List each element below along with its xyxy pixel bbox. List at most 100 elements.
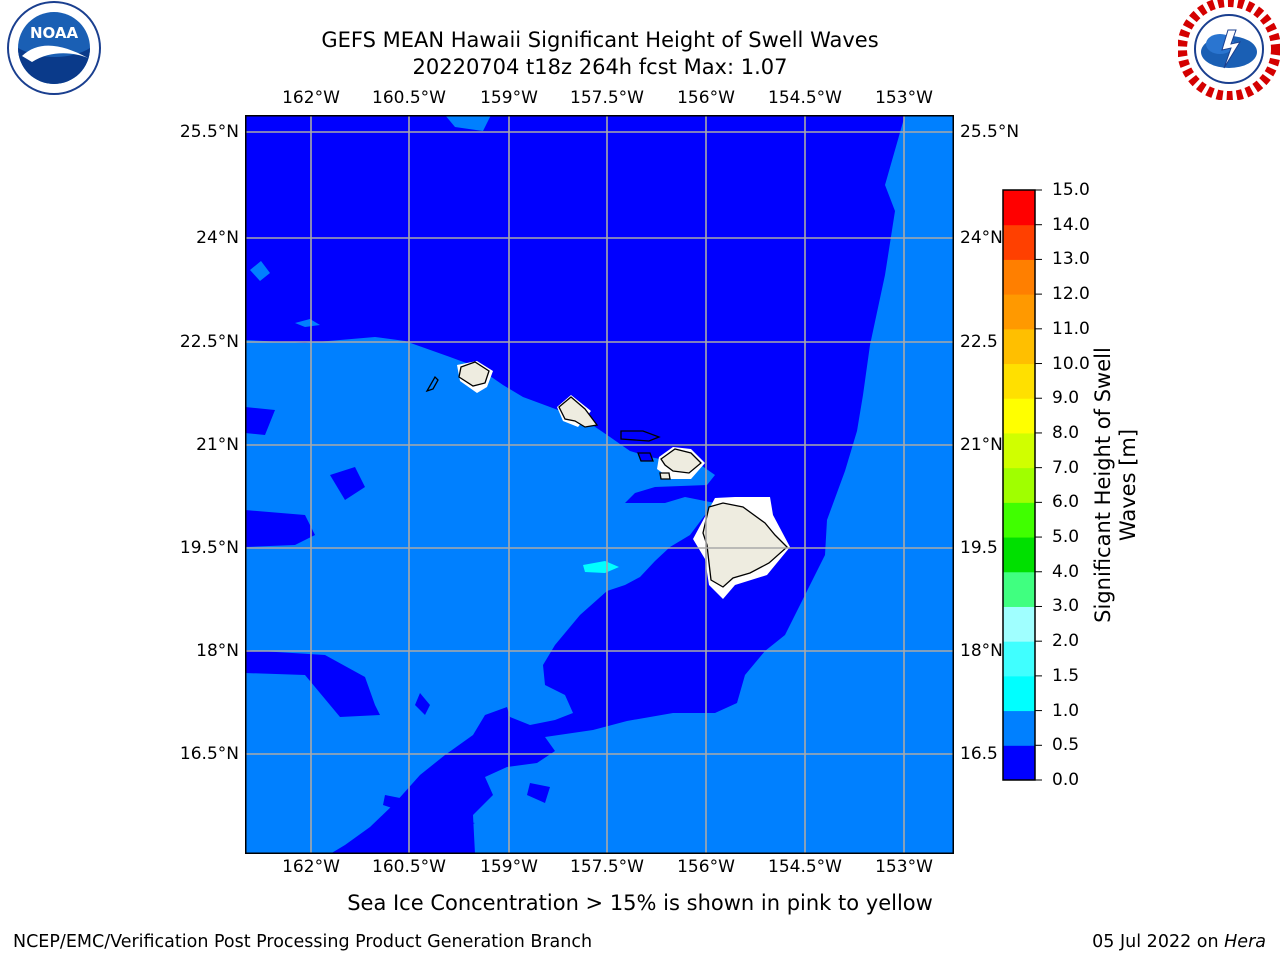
island-kauai — [457, 361, 493, 393]
lon-tick-bottom: 157.5°W — [570, 857, 644, 877]
lat-tick-right: 19.5 — [960, 538, 998, 558]
lon-tick-top: 153°W — [875, 88, 933, 108]
colorbar-segment — [1003, 745, 1035, 781]
graticule — [245, 115, 954, 854]
colorbar-segment — [1003, 328, 1035, 365]
colorbar-segment — [1003, 675, 1035, 712]
colorbar-segment — [1003, 363, 1035, 399]
colorbar-tick-label: 4.0 — [1052, 561, 1080, 582]
colorbar-tick-label: 5.0 — [1052, 527, 1080, 548]
lon-tick-bottom: 154.5°W — [768, 857, 842, 877]
colorbar-segment — [1003, 537, 1035, 573]
colorbar-tick-label: 15.0 — [1052, 180, 1090, 200]
colorbar-segment — [1003, 571, 1035, 607]
colorbar-segment — [1003, 224, 1035, 260]
swell-pocket-5 — [415, 693, 430, 715]
swell-pocket-4 — [245, 650, 380, 717]
colorbar-tick-label: 3.0 — [1052, 596, 1080, 617]
lat-tick-left: 16.5°N — [179, 744, 239, 764]
swell-speck-3 — [445, 115, 491, 131]
lon-tick-top: 157.5°W — [570, 88, 644, 108]
lon-tick-top: 162°W — [282, 88, 340, 108]
lon-tick-bottom: 156°W — [677, 857, 735, 877]
lat-tick-right: 24°N — [960, 228, 1003, 248]
swell-speck-2 — [295, 319, 320, 327]
colorbar-tick-label: 0.5 — [1052, 735, 1080, 756]
swell-pocket-6 — [383, 795, 405, 809]
island-oahu — [557, 395, 599, 428]
swell-pocket-7 — [455, 820, 475, 827]
colorbar-segment — [1003, 606, 1035, 642]
island-lanai — [637, 452, 654, 462]
colorbar-tick-label: 0.0 — [1052, 770, 1080, 790]
colorbar-tick-label: 8.0 — [1052, 422, 1080, 443]
lon-tick-bottom: 160.5°W — [372, 857, 446, 877]
swell-pocket-1 — [245, 407, 275, 435]
colorbar-tick-label: 1.5 — [1052, 665, 1080, 686]
lon-tick-top: 156°W — [677, 88, 735, 108]
lat-tick-left: 21°N — [196, 435, 239, 455]
lon-tick-top: 154.5°W — [768, 88, 842, 108]
lat-tick-left: 18°N — [196, 641, 239, 661]
colorbar-tick-label: 10.0 — [1052, 353, 1090, 374]
colorbar-tick-label: 2.0 — [1052, 631, 1080, 652]
swell-height-map — [245, 115, 954, 854]
lon-tick-top: 160.5°W — [372, 88, 446, 108]
swell-pocket-2 — [330, 467, 365, 500]
colorbar-tick-label: 12.0 — [1052, 284, 1090, 305]
footer-credit: NCEP/EMC/Verification Post Processing Pr… — [13, 932, 593, 952]
island-maui — [657, 447, 705, 479]
swell-field-mid — [473, 115, 954, 854]
colorbar-segment — [1003, 641, 1035, 677]
noaa-logo: NOAA — [7, 1, 101, 95]
map-title: GEFS MEAN Hawaii Significant Height of S… — [321, 28, 879, 52]
footer-date-text: 05 Jul 2022 on — [1092, 932, 1225, 952]
colorbar-segment — [1003, 432, 1035, 469]
colorbar-segment — [1003, 294, 1035, 330]
colorbar-label: Significant Height of Swell Waves [m] — [1091, 347, 1140, 623]
colorbar-segment — [1003, 190, 1035, 226]
swell-pocket-8 — [527, 783, 550, 803]
lat-tick-left: 22.5°N — [179, 332, 239, 352]
colorbar-tick-label: 14.0 — [1052, 214, 1090, 235]
colorbar-segment — [1003, 467, 1035, 503]
lat-tick-left: 25.5°N — [179, 122, 239, 142]
lat-tick-right: 21°N — [960, 435, 1003, 455]
colorbar-segment — [1003, 502, 1035, 538]
lat-tick-right: 16.5 — [960, 744, 998, 764]
colorbar-tick-label: 11.0 — [1052, 318, 1090, 339]
colorbar — [1002, 189, 1042, 781]
lon-tick-bottom: 153°W — [875, 857, 933, 877]
colorbar-frame — [1002, 189, 1036, 781]
colorbar-segment — [1003, 259, 1035, 295]
footer-host: Hera — [1224, 932, 1266, 952]
lat-tick-right: 18°N — [960, 641, 1003, 661]
colorbar-tick-label: 7.0 — [1052, 457, 1080, 478]
map-frame — [245, 115, 954, 854]
colorbar-segment — [1003, 710, 1035, 746]
lat-tick-right: 25.5°N — [960, 122, 1020, 142]
sea-ice-note: Sea Ice Concentration > 15% is shown in … — [347, 891, 933, 915]
colorbar-segment — [1003, 398, 1035, 434]
map-subtitle: 20220704 t18z 264h fcst Max: 1.07 — [412, 55, 788, 79]
colorbar-tick-label: 6.0 — [1052, 492, 1080, 513]
swell-speck-1 — [250, 261, 270, 281]
colorbar-tick-label: 9.0 — [1052, 388, 1080, 409]
lat-tick-left: 19.5°N — [179, 538, 239, 558]
lat-tick-left: 24°N — [196, 228, 239, 248]
swell-field-mid-west — [245, 337, 715, 854]
lon-tick-bottom: 159°W — [480, 857, 538, 877]
island-kahoolawe — [659, 472, 671, 480]
svg-text:NOAA: NOAA — [30, 24, 79, 42]
swell-pocket-3 — [245, 510, 315, 547]
colorbar-tick-label: 1.0 — [1052, 700, 1080, 721]
nws-logo — [1178, 0, 1280, 100]
lon-tick-bottom: 162°W — [282, 857, 340, 877]
island-molokai — [620, 430, 661, 442]
island-niihau — [425, 375, 439, 393]
footer-date: 05 Jul 2022 on Hera — [1092, 932, 1266, 952]
lon-tick-top: 159°W — [480, 88, 538, 108]
swell-peak-cyan — [583, 561, 619, 573]
colorbar-tick-label: 13.0 — [1052, 249, 1090, 270]
lat-tick-right: 22.5 — [960, 332, 998, 352]
